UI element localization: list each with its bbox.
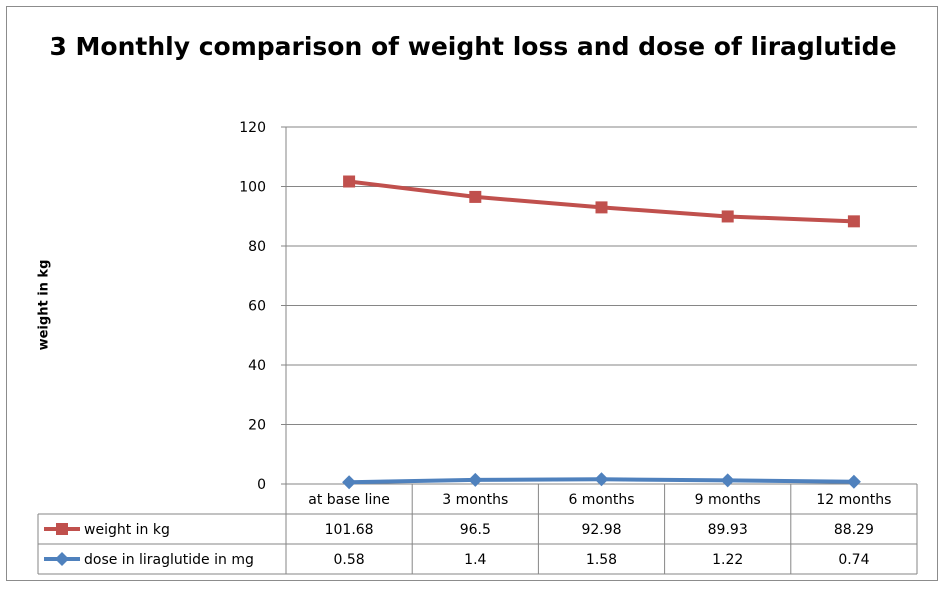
data-point <box>469 190 482 203</box>
chart-title: 3 Monthly comparison of weight loss and … <box>49 32 897 61</box>
y-tick-label: 20 <box>248 418 266 434</box>
x-tick-label: at base line <box>308 492 390 508</box>
data-point <box>468 472 483 487</box>
data-point <box>595 201 608 214</box>
data-label: 1.4 <box>464 552 486 568</box>
legend-entry: dose in liraglutide in mg <box>84 552 254 568</box>
data-label: 0.58 <box>334 552 365 568</box>
data-label: 88.29 <box>834 522 874 538</box>
data-label: 89.93 <box>708 522 748 538</box>
x-tick-label: 3 months <box>442 492 508 508</box>
chart-frame <box>6 6 938 581</box>
y-tick-label: 80 <box>248 239 266 255</box>
legend-entry: weight in kg <box>84 522 170 538</box>
data-label: 1.22 <box>712 552 743 568</box>
y-tick-label: 120 <box>239 120 266 136</box>
y-tick-label: 0 <box>257 477 266 493</box>
data-point <box>847 215 860 228</box>
data-label: 92.98 <box>581 522 621 538</box>
x-tick-label: 12 months <box>816 492 891 508</box>
x-tick-label: 6 months <box>568 492 634 508</box>
data-label: 101.68 <box>325 522 374 538</box>
data-label: 1.58 <box>586 552 617 568</box>
data-point <box>721 210 734 223</box>
legend-key-marker <box>56 523 68 535</box>
data-point <box>343 175 356 188</box>
data-label: 96.5 <box>460 522 491 538</box>
y-tick-label: 40 <box>248 358 266 374</box>
data-point <box>594 472 609 487</box>
data-label: 0.74 <box>838 552 869 568</box>
x-tick-label: 9 months <box>695 492 761 508</box>
data-point <box>342 475 357 490</box>
data-point <box>846 474 861 489</box>
data-point <box>720 473 735 488</box>
legend-key-marker <box>55 552 69 566</box>
y-tick-label: 100 <box>239 180 266 196</box>
y-tick-label: 60 <box>248 299 266 315</box>
